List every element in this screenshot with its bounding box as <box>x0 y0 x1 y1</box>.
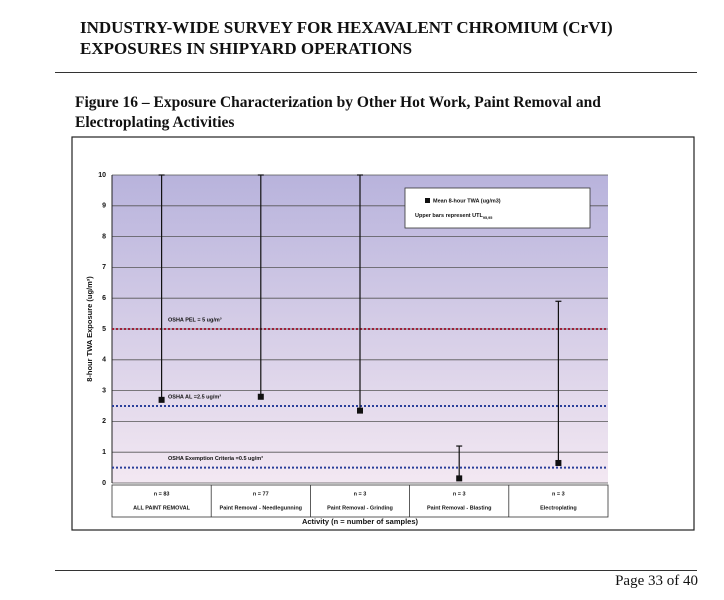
footer-rule <box>55 570 697 571</box>
legend-note-subscript: 95,95 <box>483 216 493 220</box>
figure-caption: Figure 16 – Exposure Characterization by… <box>75 94 601 111</box>
y-tick-label: 7 <box>102 264 106 271</box>
mean-marker <box>555 459 562 466</box>
legend-marker <box>425 198 430 203</box>
mean-marker <box>456 475 463 482</box>
y-tick-label: 0 <box>102 480 106 487</box>
reference-label: OSHA Exemption Criteria =0.5 ug/m³ <box>168 455 263 462</box>
header-title: INDUSTRY-WIDE SURVEY FOR HEXAVALENT CHRO… <box>80 18 613 37</box>
category-table <box>111 484 609 518</box>
sample-count: n = 3 <box>354 491 367 497</box>
y-tick-label: 9 <box>102 203 106 210</box>
y-tick-label: 1 <box>102 449 106 456</box>
x-tick-label: Paint Removal - Needlegunning <box>220 505 303 511</box>
page-number: Page 33 of 40 <box>615 573 698 589</box>
y-tick-label: 4 <box>102 357 106 364</box>
x-tick-label: Paint Removal - Grinding <box>327 505 393 511</box>
x-tick-label: Electroplating <box>540 505 577 511</box>
x-tick-label: Paint Removal - Blasting <box>427 505 492 511</box>
y-tick-label: 6 <box>102 295 106 302</box>
legend-note: Upper bars represent UTL95,95 <box>415 213 492 220</box>
legend-box <box>404 187 591 229</box>
mean-marker <box>158 396 165 403</box>
mean-marker <box>257 393 264 400</box>
y-tick-label: 10 <box>98 172 106 179</box>
sample-count: n = 83 <box>154 491 170 497</box>
reference-label: OSHA PEL = 5 ug/m³ <box>168 316 222 323</box>
figure-caption: Electroplating Activities <box>75 114 235 131</box>
legend-label: Mean 8-hour TWA (ug/m3) <box>433 198 501 204</box>
y-tick-label: 5 <box>102 326 106 333</box>
y-tick-label: 2 <box>102 418 106 425</box>
mean-marker <box>357 407 363 414</box>
y-tick-label: 3 <box>102 387 106 394</box>
header-rule <box>55 72 697 73</box>
sample-count: n = 77 <box>253 491 269 497</box>
x-axis-label: Activity (n = number of samples) <box>302 517 419 526</box>
header-title: EXPOSURES IN SHIPYARD OPERATIONS <box>80 39 413 58</box>
y-axis-label: 8-hour TWA Exposure (ug/m³) <box>85 276 94 382</box>
sample-count: n = 3 <box>552 491 565 497</box>
sample-count: n = 3 <box>453 491 466 497</box>
legend-note-text: Upper bars represent UTL <box>415 213 483 219</box>
reference-label: OSHA AL =2.5 ug/m³ <box>168 393 221 400</box>
x-tick-label: ALL PAINT REMOVAL <box>133 505 190 511</box>
y-tick-label: 8 <box>102 233 106 240</box>
